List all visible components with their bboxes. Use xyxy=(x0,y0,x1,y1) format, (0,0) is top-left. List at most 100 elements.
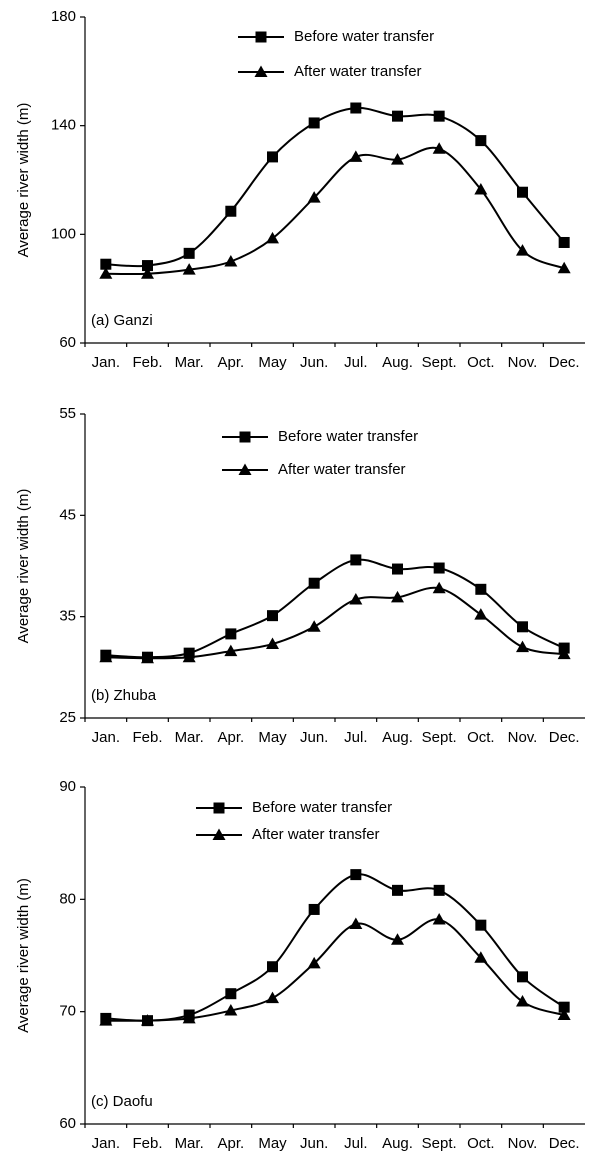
y-tick-label: 25 xyxy=(59,709,76,726)
annotation: (a) Ganzi xyxy=(91,312,153,329)
y-tick-label: 60 xyxy=(59,334,76,351)
data-point xyxy=(392,563,403,575)
x-tick-label: Apr. xyxy=(217,354,244,371)
x-tick-label: Jan. xyxy=(92,729,120,746)
data-point xyxy=(224,255,238,267)
x-tick-label: Jan. xyxy=(92,1135,120,1152)
series-line xyxy=(105,146,565,276)
x-tick-label: Sept. xyxy=(422,354,457,371)
data-point xyxy=(558,236,570,248)
x-tick-label: Oct. xyxy=(467,1135,495,1152)
data-point xyxy=(266,231,279,244)
x-tick-label: Aug. xyxy=(382,729,413,746)
annotation: (c) Daofu xyxy=(91,1093,153,1110)
y-tick-label: 80 xyxy=(59,890,76,907)
data-point xyxy=(516,995,529,1007)
data-point xyxy=(557,1008,571,1021)
legend-label: Before water transfer xyxy=(252,799,392,816)
x-tick-label: Sept. xyxy=(422,1135,457,1152)
data-point xyxy=(307,956,321,969)
y-tick-label: 45 xyxy=(59,506,76,523)
x-tick-label: Feb. xyxy=(132,1135,162,1152)
data-point xyxy=(266,991,279,1004)
data-point xyxy=(224,644,238,657)
data-point xyxy=(267,151,278,163)
annotation: (b) Zhuba xyxy=(91,687,157,704)
data-point xyxy=(474,951,488,963)
data-point xyxy=(182,650,196,663)
y-tick-label: 55 xyxy=(59,405,76,422)
x-tick-label: Mar. xyxy=(175,729,204,746)
data-point xyxy=(99,650,113,663)
legend-marker xyxy=(238,463,252,475)
data-point xyxy=(391,153,404,165)
data-point xyxy=(99,267,113,279)
x-tick-label: Dec. xyxy=(549,1135,580,1152)
data-point xyxy=(308,577,320,589)
data-point xyxy=(433,884,445,896)
x-tick-label: May xyxy=(258,729,287,746)
data-point xyxy=(141,267,154,279)
y-axis-label: Average river width (m) xyxy=(15,103,32,258)
legend-label: After water transfer xyxy=(252,826,380,843)
series-line xyxy=(105,558,565,659)
y-tick-label: 90 xyxy=(59,778,76,795)
data-point xyxy=(224,1004,238,1016)
data-point xyxy=(433,110,445,122)
x-tick-label: Apr. xyxy=(217,1135,244,1152)
data-point xyxy=(100,258,112,270)
x-tick-label: Jun. xyxy=(300,354,328,371)
legend-marker xyxy=(212,828,226,840)
data-point xyxy=(225,205,237,217)
x-tick-label: Jun. xyxy=(300,1135,328,1152)
data-point xyxy=(392,884,403,896)
data-point xyxy=(517,621,528,633)
y-tick-label: 180 xyxy=(51,8,76,25)
data-point xyxy=(349,150,363,162)
x-tick-label: May xyxy=(258,1135,287,1152)
data-point xyxy=(182,1011,196,1024)
x-tick-label: Aug. xyxy=(382,1135,413,1152)
x-tick-label: Nov. xyxy=(508,729,538,746)
data-point xyxy=(392,110,403,122)
data-point xyxy=(558,1001,570,1013)
data-point xyxy=(474,608,488,620)
data-point xyxy=(266,637,279,650)
data-point xyxy=(141,1014,154,1026)
data-point xyxy=(267,961,278,973)
data-point xyxy=(475,583,487,595)
x-tick-label: May xyxy=(258,354,287,371)
data-point xyxy=(432,142,446,154)
y-axis-label: Average river width (m) xyxy=(15,878,32,1033)
data-point xyxy=(391,933,404,945)
x-tick-label: Mar. xyxy=(175,354,204,371)
data-point xyxy=(142,260,153,272)
data-point xyxy=(516,640,529,653)
data-point xyxy=(391,590,404,603)
data-point xyxy=(475,919,487,931)
data-point xyxy=(516,244,529,256)
data-point xyxy=(99,1014,113,1026)
y-tick-label: 100 xyxy=(51,225,76,242)
y-tick-label: 35 xyxy=(59,608,76,625)
data-point xyxy=(517,971,528,983)
legend-marker xyxy=(255,31,267,43)
legend-label: After water transfer xyxy=(294,63,422,80)
series-line xyxy=(105,106,565,268)
series-line xyxy=(105,873,565,1022)
data-point xyxy=(141,651,154,664)
data-point xyxy=(350,869,362,881)
data-point xyxy=(432,581,446,594)
data-point xyxy=(182,263,196,275)
x-tick-label: Nov. xyxy=(508,354,538,371)
data-point xyxy=(557,647,571,660)
x-tick-label: Sept. xyxy=(422,729,457,746)
series-line xyxy=(105,918,565,1022)
y-tick-label: 140 xyxy=(51,117,76,134)
data-point xyxy=(433,562,445,574)
data-point xyxy=(308,117,320,129)
legend-marker xyxy=(239,431,251,443)
data-point xyxy=(474,183,488,195)
